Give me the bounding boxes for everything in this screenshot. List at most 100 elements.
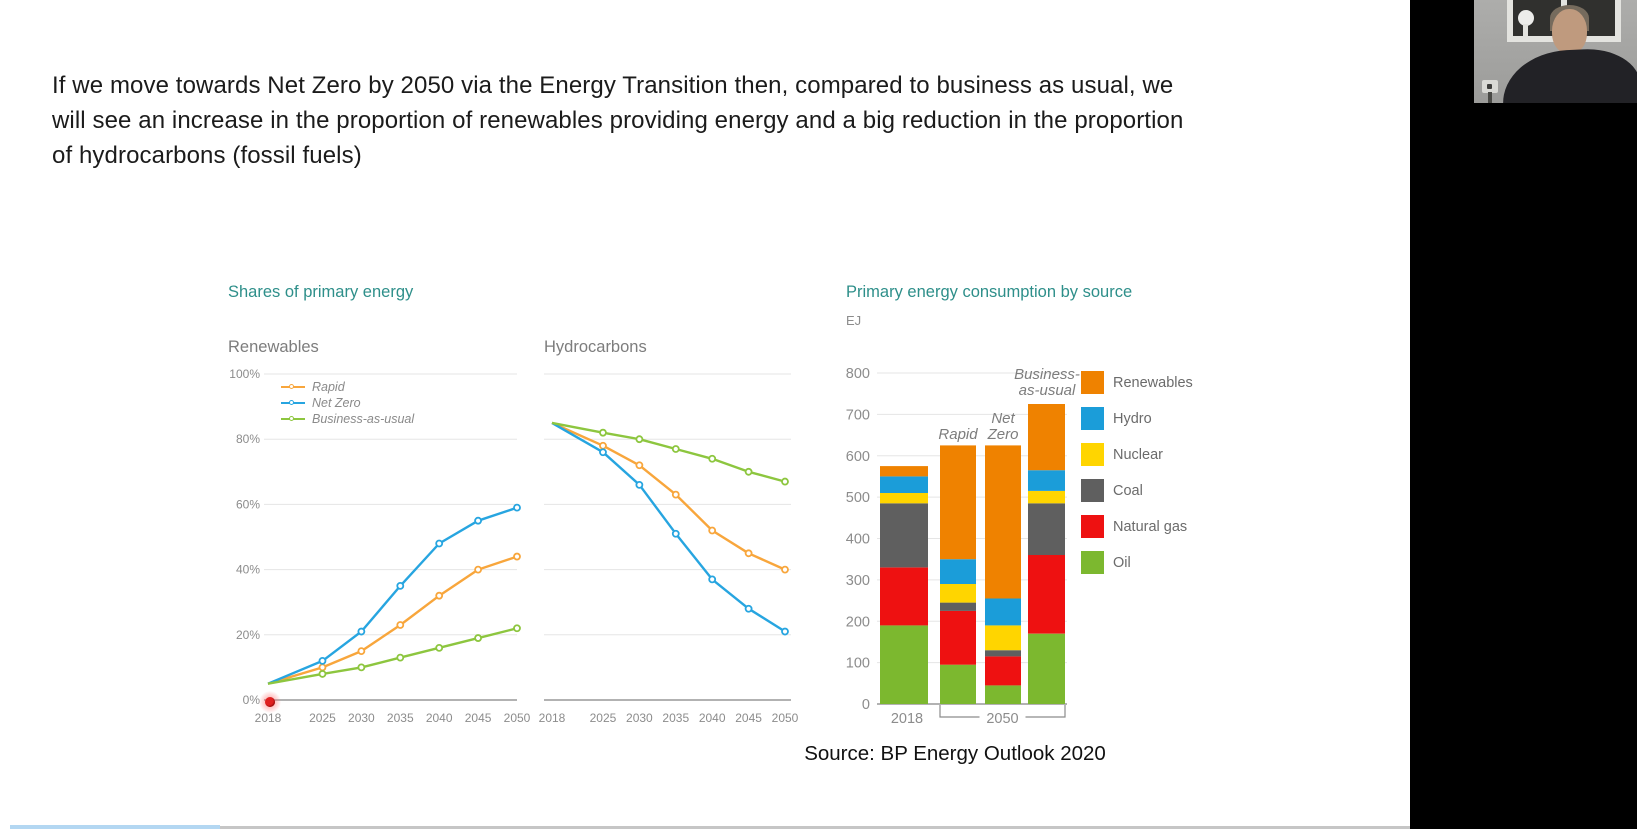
x-tick-label: 2035 bbox=[387, 711, 414, 725]
x-tick-label: 2018 bbox=[255, 711, 282, 725]
y-tick-label: 60% bbox=[236, 497, 260, 511]
bar-segment bbox=[1028, 555, 1065, 634]
bar-segment bbox=[940, 610, 976, 665]
legend-item: Coal bbox=[1081, 479, 1193, 502]
bar-segment bbox=[940, 664, 976, 704]
y-tick-label: 100% bbox=[229, 367, 260, 381]
series-line bbox=[551, 421, 786, 633]
bar-segment bbox=[1028, 490, 1065, 504]
data-point bbox=[513, 503, 521, 512]
bar-segment bbox=[1028, 503, 1065, 555]
wall-outlet-shape bbox=[1482, 80, 1498, 103]
bar-segment bbox=[880, 466, 928, 477]
bar-segment bbox=[940, 559, 976, 584]
bar-segment bbox=[985, 685, 1021, 704]
y-tick-label: 20% bbox=[236, 628, 260, 642]
bar-segment bbox=[880, 476, 928, 493]
fan-shape bbox=[1518, 10, 1534, 37]
y-tick-label: 80% bbox=[236, 432, 260, 446]
x-tick-label: 2025 bbox=[590, 711, 617, 725]
y-tick-label: 800 bbox=[846, 366, 870, 382]
x-tick-label: 2040 bbox=[426, 711, 453, 725]
data-point bbox=[671, 529, 680, 538]
x-tick-label: 2018 bbox=[891, 711, 923, 727]
x-tick-label: 2035 bbox=[662, 711, 689, 725]
presenter-webcam-thumbnail[interactable] bbox=[1474, 0, 1637, 103]
data-point bbox=[435, 643, 444, 652]
legend-item: Oil bbox=[1081, 551, 1193, 574]
bar-segment bbox=[1028, 404, 1065, 471]
bar-segment bbox=[880, 493, 928, 504]
legend-item: Rapid bbox=[281, 379, 414, 395]
line-charts-title: Shares of primary energy bbox=[228, 283, 414, 301]
progress-bar-track[interactable] bbox=[220, 826, 1410, 829]
legend-line-marker bbox=[281, 400, 305, 405]
legend-line-marker bbox=[281, 416, 305, 421]
data-point bbox=[599, 441, 607, 450]
data-point bbox=[781, 565, 789, 574]
hydrocarbons-chart-label: Hydrocarbons bbox=[544, 338, 647, 356]
data-point bbox=[396, 653, 405, 662]
bar-segment bbox=[940, 584, 976, 603]
series-line bbox=[267, 506, 518, 685]
x-tick-label: 2018 bbox=[539, 711, 566, 725]
line-chart-legend: Rapid Net Zero Business-as-usual bbox=[281, 379, 414, 427]
data-point bbox=[357, 627, 366, 636]
x-tick-label: 2030 bbox=[348, 711, 375, 725]
x-tick-label: 2025 bbox=[309, 711, 336, 725]
data-point bbox=[513, 552, 521, 561]
slide-headline: If we move towards Net Zero by 2050 via … bbox=[52, 72, 1184, 169]
legend-item: Renewables bbox=[1081, 371, 1193, 394]
legend-label: Hydro bbox=[1113, 410, 1152, 427]
renewables-chart-label: Renewables bbox=[228, 338, 319, 356]
data-point bbox=[708, 575, 717, 584]
data-point bbox=[435, 591, 444, 600]
data-point bbox=[599, 448, 607, 457]
y-tick-label: 200 bbox=[846, 614, 870, 630]
bar-segment bbox=[985, 625, 1021, 651]
data-point bbox=[318, 663, 327, 672]
legend-label: Coal bbox=[1113, 482, 1143, 499]
y-tick-label: 0 bbox=[862, 697, 870, 713]
legend-line-marker bbox=[281, 384, 305, 389]
x-tick-label: 2040 bbox=[699, 711, 726, 725]
data-point bbox=[396, 581, 405, 590]
legend-item: Net Zero bbox=[281, 395, 414, 411]
legend-label: Nuclear bbox=[1113, 446, 1163, 463]
data-point bbox=[599, 428, 607, 437]
bar-segment bbox=[985, 445, 1021, 599]
series-line bbox=[551, 421, 786, 571]
bar-category-label: Net Zero bbox=[987, 410, 1019, 443]
renewables-line-chart: 100% 80% 60% 40% 20% 0% 2018 2025 2030 2035 2040 20… bbox=[229, 367, 530, 725]
data-point bbox=[781, 627, 789, 636]
legend-item: Business-as-usual bbox=[281, 411, 414, 427]
legend-label: Rapid bbox=[312, 380, 345, 394]
data-point bbox=[474, 516, 482, 525]
bar-segment bbox=[880, 503, 928, 568]
bar-segment bbox=[880, 625, 928, 704]
legend-swatch bbox=[1081, 479, 1104, 502]
legend-label: Natural gas bbox=[1113, 518, 1188, 535]
progress-bar-filled bbox=[10, 825, 220, 829]
y-tick-label: 500 bbox=[846, 490, 870, 506]
data-point bbox=[708, 454, 717, 463]
data-point bbox=[635, 480, 644, 489]
series-line bbox=[267, 555, 518, 685]
bar-chart-legend: Renewables Hydro Nuclear Coal Natural gas Oil bbox=[1081, 371, 1193, 587]
legend-swatch bbox=[1081, 515, 1104, 538]
y-tick-label: 600 bbox=[846, 449, 870, 465]
x-tick-label: 2050 bbox=[772, 711, 799, 725]
bar-segment bbox=[985, 650, 1021, 657]
legend-swatch bbox=[1081, 551, 1104, 574]
presenter-body-shape bbox=[1500, 46, 1637, 103]
y-tick-label: 400 bbox=[846, 532, 870, 548]
data-point bbox=[357, 663, 366, 672]
bar-segment bbox=[985, 656, 1021, 686]
data-point bbox=[744, 467, 753, 476]
y-tick-label: 300 bbox=[846, 573, 870, 589]
data-point bbox=[513, 624, 521, 633]
data-point bbox=[671, 445, 680, 453]
bar-segment bbox=[940, 445, 976, 560]
source-caption: Source: BP Energy Outlook 2020 bbox=[804, 742, 1106, 765]
